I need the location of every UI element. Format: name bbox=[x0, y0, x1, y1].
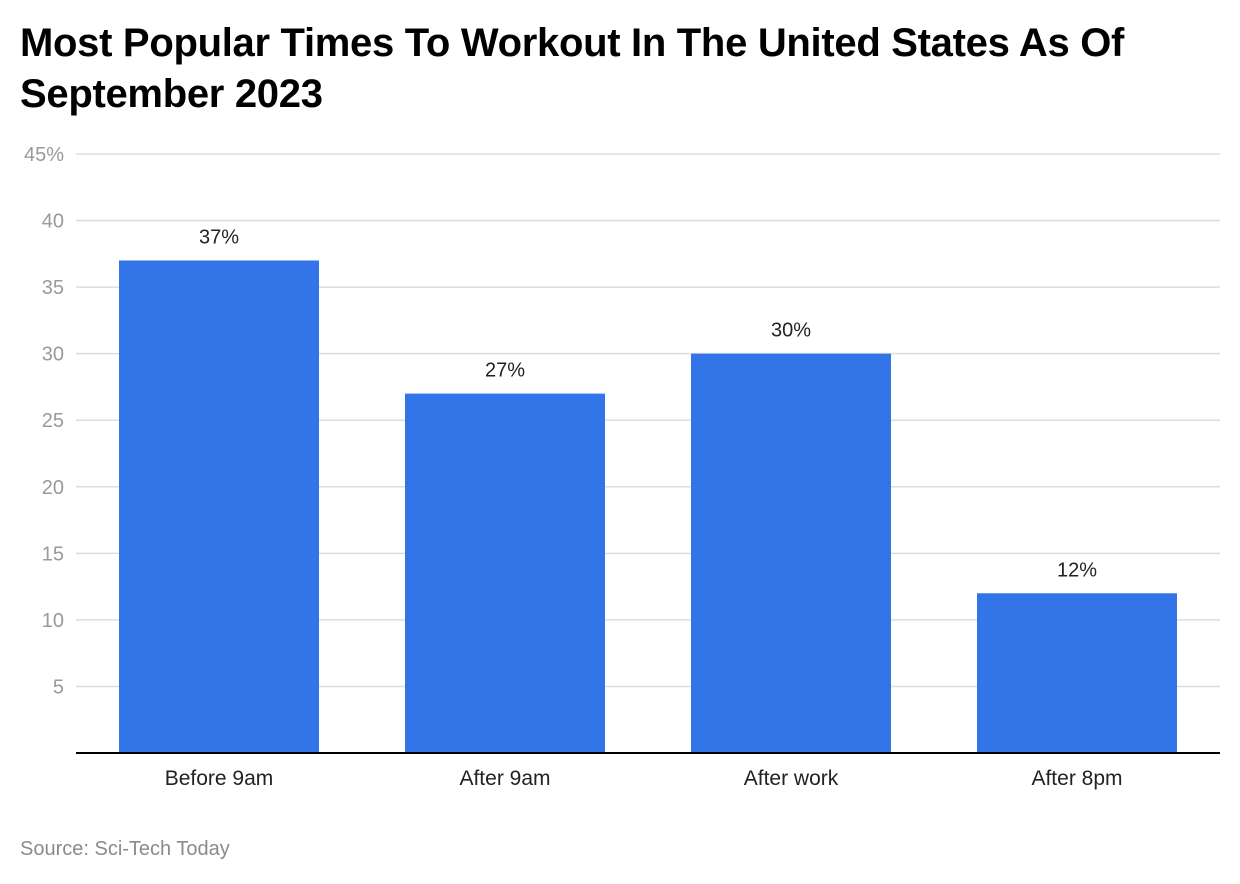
y-tick-label: 35 bbox=[42, 277, 64, 299]
bars bbox=[119, 260, 1177, 753]
y-tick-label: 5 bbox=[53, 676, 64, 698]
bar-after-8pm bbox=[977, 593, 1177, 753]
bar-after-work bbox=[691, 353, 891, 753]
bar-after-9am bbox=[405, 393, 605, 753]
y-tick-label: 30 bbox=[42, 344, 64, 366]
x-tick-label: After work bbox=[744, 767, 839, 790]
y-tick-label: 10 bbox=[42, 610, 64, 632]
y-tick-label: 40 bbox=[42, 211, 64, 233]
y-tick-label: 20 bbox=[42, 477, 64, 499]
y-tick-label: 15 bbox=[42, 543, 64, 565]
data-label: 30% bbox=[771, 320, 811, 342]
data-label: 37% bbox=[199, 226, 239, 248]
bar-before-9am bbox=[119, 260, 319, 753]
x-tick-label: After 8pm bbox=[1031, 767, 1122, 790]
y-tick-label: 25 bbox=[42, 410, 64, 432]
y-axis-ticks: 5 10 15 20 25 30 35 40 45% bbox=[24, 144, 64, 698]
source-note: Source: Sci-Tech Today bbox=[20, 838, 230, 860]
data-label: 27% bbox=[485, 360, 525, 382]
x-tick-label: Before 9am bbox=[165, 767, 274, 790]
data-label: 12% bbox=[1057, 559, 1097, 581]
chart-title: Most Popular Times To Workout In The Uni… bbox=[20, 21, 1125, 116]
y-tick-label: 45% bbox=[24, 144, 64, 166]
x-axis-ticks: Before 9am After 9am After work After 8pm bbox=[165, 767, 1123, 790]
data-labels: 37% 27% 30% 12% bbox=[199, 226, 1097, 581]
x-tick-label: After 9am bbox=[459, 767, 550, 790]
